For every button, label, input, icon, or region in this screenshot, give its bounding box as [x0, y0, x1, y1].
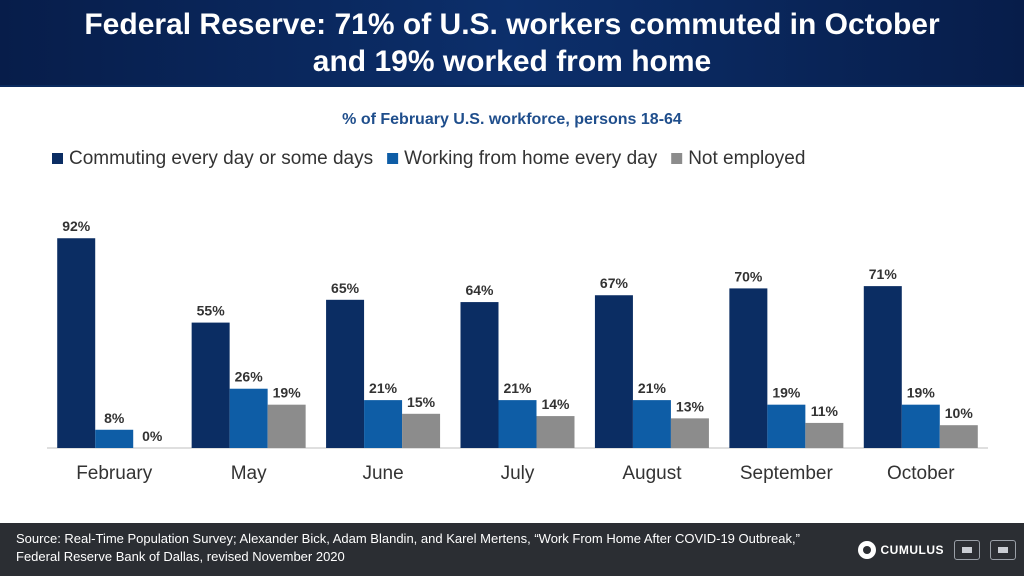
bar-august-1 [632, 400, 671, 448]
bar-august-0 [594, 295, 633, 448]
bar-july-0 [460, 302, 499, 448]
x-tick-label-0: February [76, 463, 153, 484]
bar-september-0 [729, 288, 768, 448]
data-label-october-1: 19% [907, 385, 936, 401]
data-label-october-0: 71% [869, 266, 898, 282]
data-label-october-2: 10% [945, 405, 974, 421]
page-title: Federal Reserve: 71% of U.S. workers com… [84, 7, 940, 78]
x-tick-label-6: October [887, 463, 955, 484]
data-label-july-0: 64% [465, 282, 494, 298]
title-banner: Federal Reserve: 71% of U.S. workers com… [0, 0, 1024, 87]
data-label-june-2: 15% [407, 394, 436, 410]
bar-june-2 [402, 413, 441, 448]
legend-label-2: Not employed [688, 148, 805, 169]
chart-subtitle: % of February U.S. workforce, persons 18… [342, 111, 682, 128]
bar-july-1 [498, 400, 537, 448]
data-label-may-2: 19% [273, 385, 302, 401]
data-label-february-2: 0% [142, 428, 163, 444]
bar-september-2 [805, 422, 844, 448]
bar-october-1 [901, 404, 940, 448]
partner-logo-icon [954, 540, 980, 560]
bar-october-2 [939, 425, 978, 448]
source-footer: Source: Real-Time Population Survey; Ale… [0, 523, 1024, 576]
footer-logos: CUMULUS [857, 537, 1016, 563]
cumulus-logo: CUMULUS [857, 541, 945, 559]
data-label-june-0: 65% [331, 280, 360, 296]
bar-february-1 [95, 429, 134, 448]
bar-may-0 [191, 322, 230, 448]
bar-september-1 [767, 404, 806, 448]
bar-june-1 [364, 400, 403, 448]
cumulus-logo-text: CUMULUS [880, 543, 944, 557]
cumulus-logo-icon [857, 541, 876, 559]
data-label-july-2: 14% [541, 396, 570, 412]
data-label-september-2: 11% [811, 403, 839, 419]
bar-june-0 [326, 299, 365, 448]
data-label-july-1: 21% [503, 380, 532, 396]
bar-august-2 [670, 418, 709, 448]
legend-swatch-2 [671, 153, 683, 164]
data-label-august-1: 21% [638, 380, 667, 396]
x-tick-label-1: May [231, 463, 267, 484]
data-label-may-0: 55% [197, 303, 226, 319]
data-label-may-1: 26% [235, 369, 264, 385]
partner-logo-icon-2 [990, 540, 1016, 560]
x-tick-label-5: September [740, 463, 834, 484]
x-tick-label-2: June [362, 463, 403, 484]
legend-label-0: Commuting every day or some days [69, 148, 373, 169]
data-label-august-0: 67% [600, 275, 629, 291]
bar-may-2 [267, 404, 306, 448]
x-tick-label-4: August [622, 463, 682, 484]
chart-area: % of February U.S. workforce, persons 18… [0, 87, 1024, 523]
legend-label-1: Working from home every day [404, 148, 658, 169]
legend-swatch-1 [387, 153, 399, 164]
bar-july-2 [536, 416, 575, 448]
x-tick-label-3: July [501, 463, 535, 484]
data-label-august-2: 13% [676, 398, 705, 414]
bar-october-0 [863, 286, 902, 448]
data-label-june-1: 21% [369, 380, 398, 396]
data-label-september-1: 19% [772, 385, 801, 401]
data-label-february-0: 92% [62, 218, 91, 234]
bar-may-1 [229, 388, 268, 448]
bar-chart: % of February U.S. workforce, persons 18… [47, 111, 988, 484]
source-text: Source: Real-Time Population Survey; Ale… [16, 531, 800, 564]
legend-swatch-0 [52, 153, 63, 164]
data-label-february-1: 8% [104, 410, 125, 426]
data-label-september-0: 70% [734, 268, 763, 284]
bar-february-0 [57, 238, 96, 448]
